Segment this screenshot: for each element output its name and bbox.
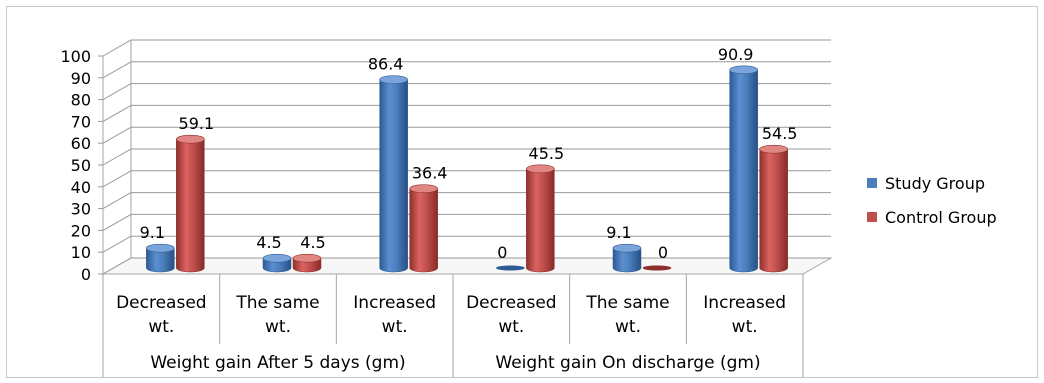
category-label: wt. [265, 317, 291, 337]
bar-cap [496, 265, 525, 271]
bar-cap [642, 265, 672, 271]
category-axis: Decreased wt. The same wt. Increased wt. Decre… [102, 274, 804, 377]
data-label: 0 [658, 243, 668, 262]
bar-cap [729, 65, 758, 75]
bar-body [146, 247, 175, 273]
bar [759, 144, 788, 273]
bar [729, 65, 758, 273]
category-label: The same [235, 293, 319, 313]
y-tick-label: 100 [60, 47, 91, 66]
gridline [102, 61, 831, 79]
category-label: Increased [703, 293, 786, 313]
bar [642, 265, 672, 271]
bar-cap [759, 144, 788, 154]
bar-body [759, 148, 788, 273]
y-tick-label: 30 [71, 200, 91, 219]
legend-entry: Control Group [885, 208, 997, 227]
y-tick-label: 80 [71, 91, 91, 110]
bar [496, 265, 525, 271]
bar [409, 184, 438, 273]
data-label: 4.5 [300, 233, 325, 252]
gridline [102, 257, 831, 275]
data-label: 54.5 [762, 124, 798, 143]
category-label: wt. [148, 317, 174, 337]
bar-cap [292, 253, 322, 263]
y-tick-label: 40 [71, 178, 91, 197]
bars [146, 65, 788, 273]
category-label: wt. [732, 317, 758, 337]
gridline [102, 104, 831, 122]
data-label: 36.4 [412, 164, 448, 183]
data-labels: 9.1 59.1 4.5 4.5 86.4 36.4 0 45.5 9.1 0 90.9 54.5 [140, 45, 798, 262]
gridline [102, 170, 831, 188]
chart-walls [101, 40, 833, 275]
data-label: 86.4 [368, 55, 404, 74]
legend-swatch [867, 178, 877, 188]
category-label: Decreased [116, 293, 207, 313]
gridline [102, 126, 831, 144]
bar [379, 75, 408, 273]
bar-chart: 0 10 20 30 40 50 60 70 80 90 100 9.1 59.1 4.5 4.5 86.4… [60, 39, 997, 377]
bar-body [612, 247, 642, 273]
data-label: 4.5 [256, 233, 281, 252]
group-label: Weight gain After 5 days (gm) [150, 353, 405, 373]
gridline [102, 235, 831, 253]
y-tick-label: 20 [71, 221, 91, 240]
bar-body [176, 138, 205, 273]
category-label: Increased [353, 293, 436, 313]
gridline [102, 213, 831, 231]
gridlines [98, 39, 831, 275]
y-tick-label: 50 [71, 156, 91, 175]
category-label: Decreased [466, 293, 557, 313]
bar-cap [379, 75, 408, 84]
bar-cap [146, 243, 175, 253]
legend: Study Group Control Group [867, 174, 997, 227]
y-tick-label: 60 [71, 134, 91, 153]
chart-frame: 0 10 20 30 40 50 60 70 80 90 100 9.1 59.1 4.5 4.5 86.4… [6, 6, 1038, 378]
bar-cap [262, 253, 292, 263]
category-label: wt. [615, 317, 641, 337]
data-label: 90.9 [718, 45, 754, 64]
data-label: 45.5 [529, 144, 565, 163]
category-label: The same [585, 293, 669, 313]
bar-body [409, 188, 438, 273]
y-tick-label: 70 [71, 112, 91, 131]
bar [292, 253, 322, 273]
data-label: 9.1 [606, 223, 631, 242]
gridline [102, 83, 831, 101]
gridline [102, 192, 831, 210]
category-label: wt. [382, 317, 408, 337]
bar-body [526, 168, 555, 273]
category-label: wt. [498, 317, 524, 337]
bar [612, 243, 642, 273]
bar [526, 164, 555, 273]
bar-cap [526, 164, 555, 174]
bar-body [379, 79, 408, 273]
data-label: 59.1 [179, 114, 215, 133]
y-tick-label: 10 [71, 243, 91, 262]
bar-cap [176, 134, 205, 144]
bar [262, 253, 292, 273]
data-label: 0 [497, 243, 507, 262]
legend-entry: Study Group [885, 174, 985, 193]
bar [176, 134, 205, 273]
bar-body [729, 69, 758, 273]
group-label: Weight gain On discharge (gm) [495, 353, 760, 373]
legend-swatch [867, 212, 877, 222]
data-label: 9.1 [140, 223, 165, 242]
y-axis-ticks: 0 10 20 30 40 50 60 70 80 90 100 [60, 47, 91, 284]
bar-cap [409, 184, 438, 193]
floor [101, 257, 833, 275]
gridline [102, 39, 831, 57]
y-tick-label: 90 [71, 69, 91, 88]
bar [146, 243, 175, 273]
gridline [102, 148, 831, 166]
bar-cap [612, 243, 642, 253]
y-tick-label: 0 [81, 265, 91, 284]
